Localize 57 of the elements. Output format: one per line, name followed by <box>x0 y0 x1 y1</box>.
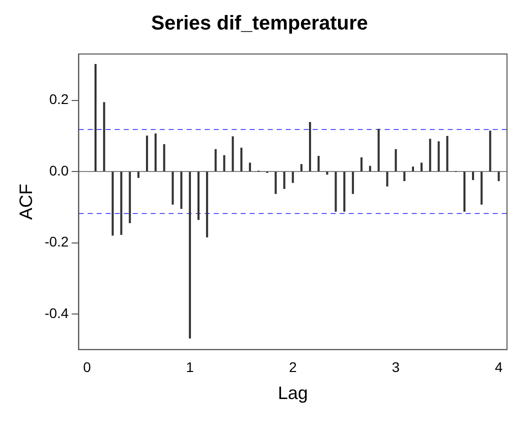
bar <box>232 136 234 172</box>
bar <box>180 172 182 209</box>
bar <box>172 172 174 205</box>
bar <box>360 157 363 172</box>
bar <box>214 149 217 172</box>
bar <box>498 172 500 182</box>
bar <box>489 130 492 172</box>
bar <box>163 144 166 172</box>
bar <box>438 141 440 172</box>
bar <box>206 172 208 238</box>
bar <box>292 172 294 183</box>
bar <box>112 172 114 236</box>
bar <box>137 172 140 178</box>
bar <box>352 172 354 194</box>
x-axis-title: Lag <box>278 383 308 404</box>
y-tick-label: -0.4 <box>44 304 69 321</box>
x-tick-label: 4 <box>494 358 503 375</box>
bar <box>394 149 397 172</box>
bar <box>197 172 200 220</box>
bar <box>403 172 406 182</box>
bar <box>472 172 474 180</box>
bar <box>343 172 346 212</box>
bar <box>274 172 277 194</box>
bar <box>429 138 432 172</box>
bar <box>283 172 286 189</box>
bar <box>94 64 97 172</box>
y-tick-label: -0.2 <box>44 234 69 250</box>
y-tick-label: 0.2 <box>49 91 69 108</box>
chart-title: Series dif_temperature <box>151 12 368 35</box>
bar <box>386 172 388 186</box>
bar <box>128 172 131 224</box>
bar <box>300 164 302 172</box>
bar <box>318 156 320 172</box>
y-tick-label: 0.0 <box>49 162 69 178</box>
x-tick-label: 0 <box>83 358 92 375</box>
x-tick-label: 1 <box>186 358 194 375</box>
bar <box>446 136 448 172</box>
bar <box>463 172 466 212</box>
bar <box>154 133 157 172</box>
bar <box>188 172 191 339</box>
bar <box>223 155 226 172</box>
x-tick-label: 2 <box>288 358 297 375</box>
y-axis-title: ACF <box>16 184 36 220</box>
bar <box>103 102 106 172</box>
bar <box>146 136 148 172</box>
bar <box>326 172 328 175</box>
bar <box>378 128 380 172</box>
bar <box>480 172 483 205</box>
bar <box>308 122 312 172</box>
bar <box>412 166 414 172</box>
bar <box>248 162 251 172</box>
x-tick-label: 3 <box>392 358 400 375</box>
bar <box>240 148 242 172</box>
bar <box>369 166 372 172</box>
bar <box>120 172 122 235</box>
bar <box>334 172 337 212</box>
bar <box>420 162 423 172</box>
